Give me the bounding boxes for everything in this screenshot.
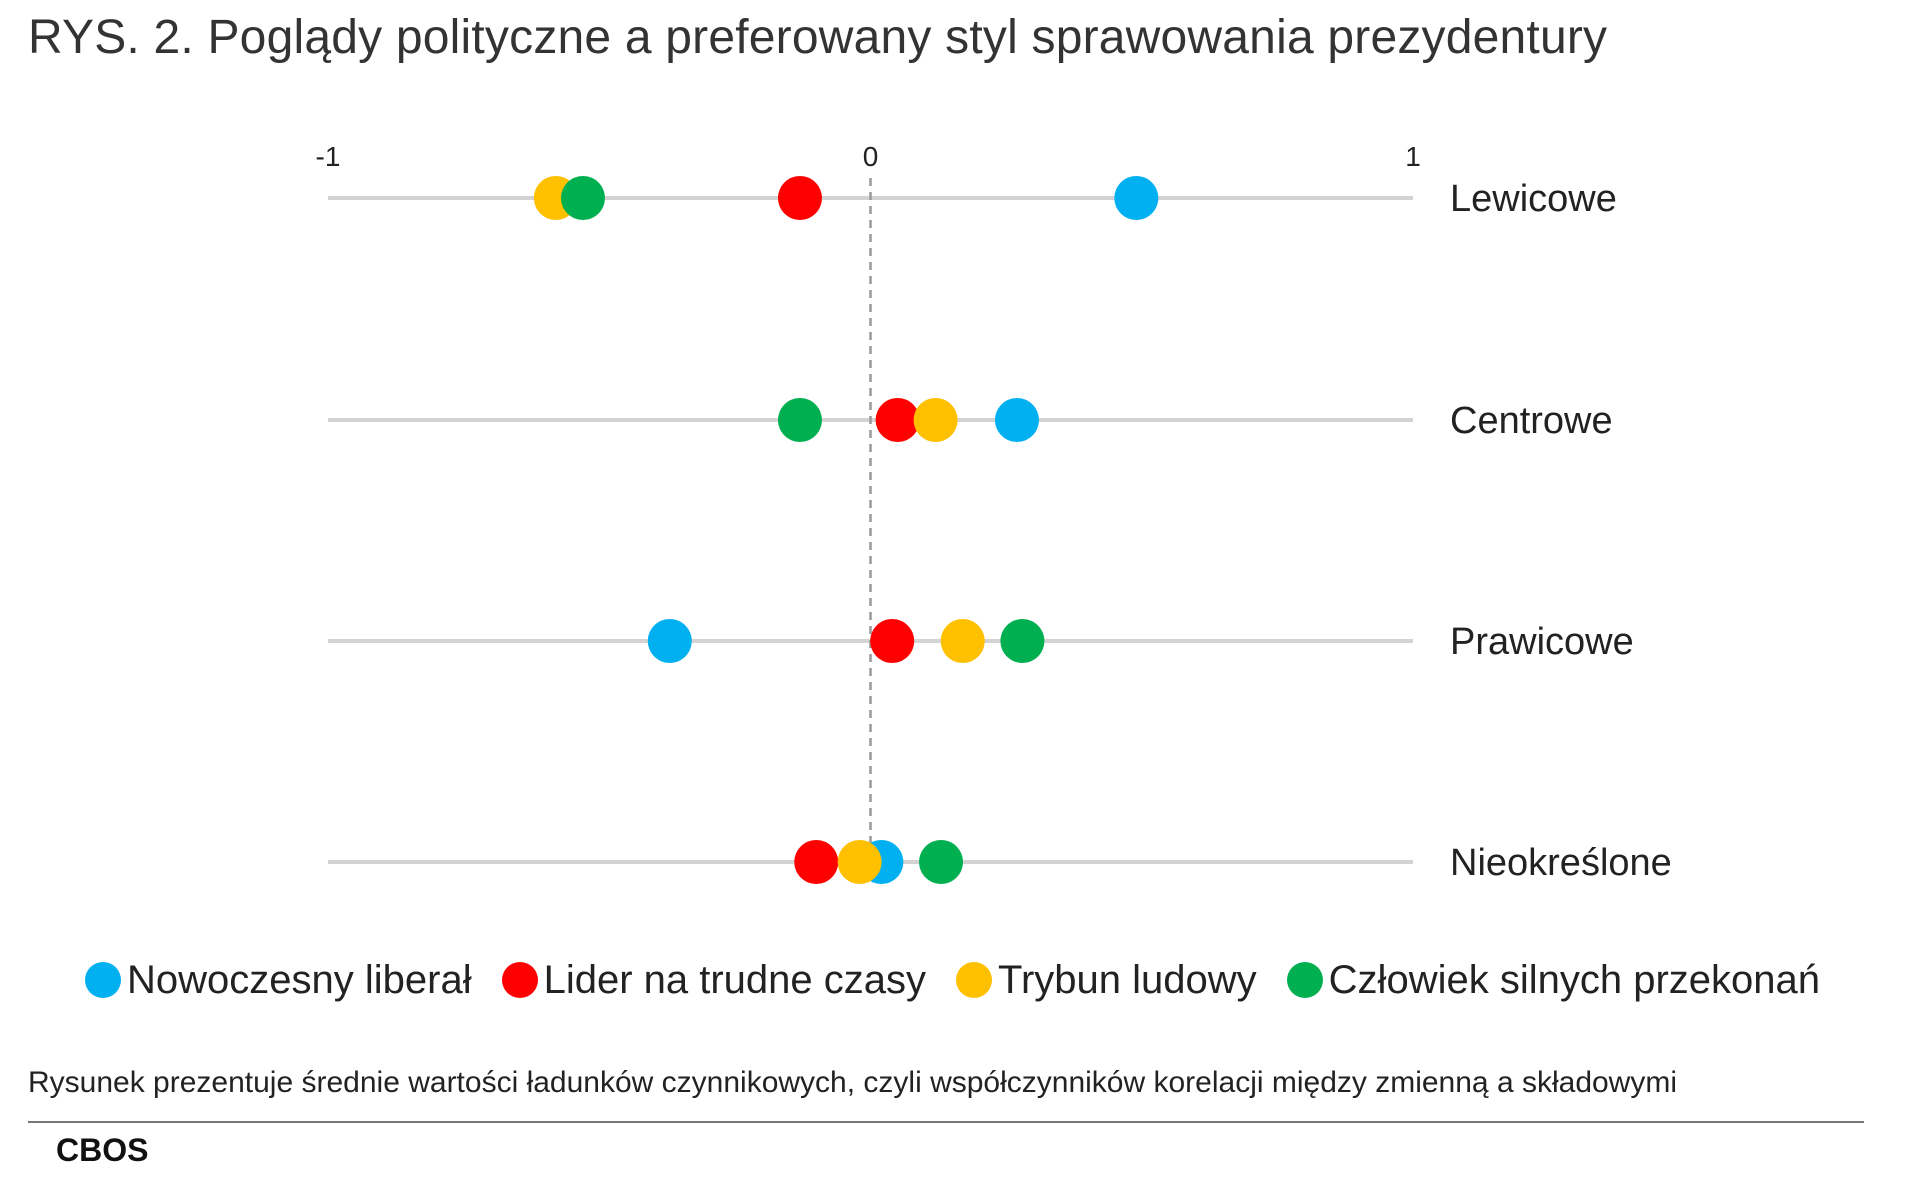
footer-divider xyxy=(28,1121,1864,1123)
chart-note: Rysunek prezentuje średnie wartości ładu… xyxy=(28,1066,1678,1099)
legend-item: Człowiek silnych przekonań xyxy=(1286,957,1820,1003)
legend-item: Nowoczesny liberał xyxy=(84,957,472,1003)
chart-title: RYS. 2. Poglądy polityczne a preferowany… xyxy=(28,11,1608,64)
legend-marker xyxy=(956,962,993,998)
data-point-trybun-ludowy xyxy=(837,840,882,884)
source-label: CBOS xyxy=(56,1132,149,1168)
x-tick-label: 0 xyxy=(863,141,879,172)
data-point-człowiek-silnych-przekonań xyxy=(560,176,605,220)
data-point-lider-na-trudne-czasy xyxy=(875,398,920,442)
category-label: Nieokreślone xyxy=(1450,842,1672,884)
data-point-nowoczesny-liberał xyxy=(647,619,692,663)
x-tick-label: -1 xyxy=(316,141,341,172)
data-point-człowiek-silnych-przekonań xyxy=(1000,619,1045,663)
legend-label: Trybun ludowy xyxy=(998,957,1257,1002)
x-tick-label: 1 xyxy=(1405,141,1421,172)
data-point-nowoczesny-liberał xyxy=(994,398,1039,442)
legend-label: Lider na trudne czasy xyxy=(543,957,927,1002)
legend-marker xyxy=(84,962,121,998)
legend-marker xyxy=(1286,962,1323,998)
legend-item: Trybun ludowy xyxy=(956,958,1257,1003)
data-point-nowoczesny-liberał xyxy=(1114,176,1159,220)
data-point-człowiek-silnych-przekonań xyxy=(919,840,964,884)
legend-label: Nowoczesny liberał xyxy=(126,957,472,1002)
data-point-człowiek-silnych-przekonań xyxy=(777,398,822,442)
legend-item: Lider na trudne czasy xyxy=(501,957,927,1003)
data-point-lider-na-trudne-czasy xyxy=(777,176,822,220)
data-point-lider-na-trudne-czasy xyxy=(794,840,839,884)
category-label: Prawicowe xyxy=(1450,621,1634,663)
category-label: Centrowe xyxy=(1450,400,1613,442)
category-label: Lewicowe xyxy=(1450,178,1617,220)
data-point-trybun-ludowy xyxy=(940,619,985,663)
legend-label: Człowiek silnych przekonań xyxy=(1328,957,1820,1002)
legend: Nowoczesny liberał Lider na trudne czasy T… xyxy=(0,950,1905,1010)
legend-marker xyxy=(501,962,538,998)
data-point-trybun-ludowy xyxy=(913,398,958,442)
data-point-lider-na-trudne-czasy xyxy=(870,619,915,663)
dot-plot-chart: -1 0 1 Lewicowe Centrowe Prawicowe Nieokreślon… xyxy=(316,141,1672,884)
